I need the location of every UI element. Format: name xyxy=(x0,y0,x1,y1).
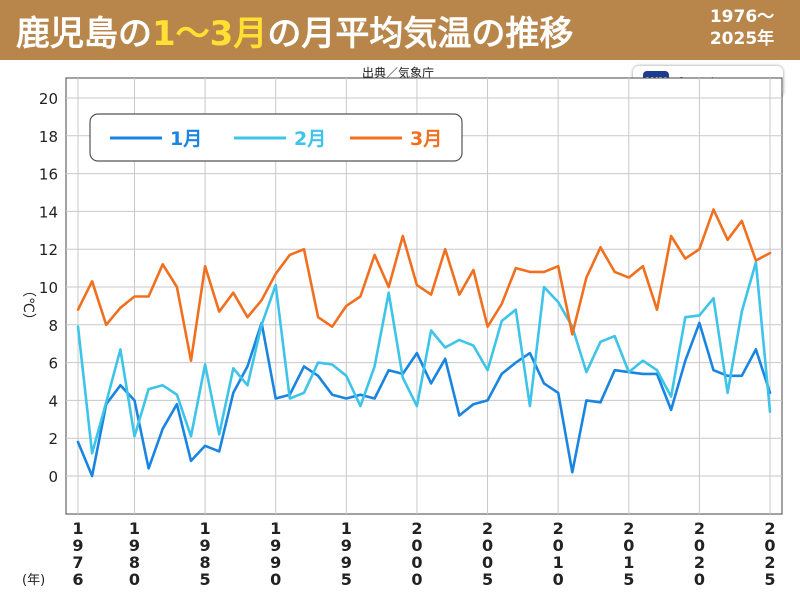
y-tick-label: 0 xyxy=(48,468,58,486)
chart-title: 鹿児島の1〜3月の月平均気温の推移 xyxy=(16,6,573,55)
series-line-march xyxy=(76,208,772,363)
title-years: 1976〜 2025年 xyxy=(702,6,782,50)
y-tick-label: 14 xyxy=(39,203,58,221)
legend-label: 2月 xyxy=(294,128,326,150)
y-tick-label: 16 xyxy=(39,166,58,184)
x-axis-label: (年) xyxy=(22,573,45,588)
title-years-line1: 1976〜 xyxy=(709,7,775,27)
title-bar: 鹿児島の1〜3月の月平均気温の推移 1976〜 2025年 xyxy=(0,0,800,60)
source-credit: 出典／気象庁 xyxy=(362,66,435,80)
title-years-line2: 2025年 xyxy=(709,29,775,49)
y-tick-label: 18 xyxy=(39,128,58,146)
y-axis-label: （℃） xyxy=(20,283,36,327)
legend-label: 3月 xyxy=(410,128,442,150)
title-part1: 鹿児島の xyxy=(16,14,152,54)
title-highlight: 1〜3月 xyxy=(152,14,268,54)
title-part2: の月平均気温の推移 xyxy=(267,14,574,54)
y-tick-label: 12 xyxy=(39,241,58,259)
y-tick-label: 2 xyxy=(48,430,58,448)
y-tick-label: 6 xyxy=(48,355,58,373)
y-tick-label: 10 xyxy=(39,279,58,297)
y-tick-label: 20 xyxy=(39,90,58,108)
legend-label: 1月 xyxy=(170,128,202,150)
series-line-february xyxy=(76,261,772,455)
y-tick-label: 4 xyxy=(48,392,58,410)
y-tick-label: 8 xyxy=(48,317,58,335)
